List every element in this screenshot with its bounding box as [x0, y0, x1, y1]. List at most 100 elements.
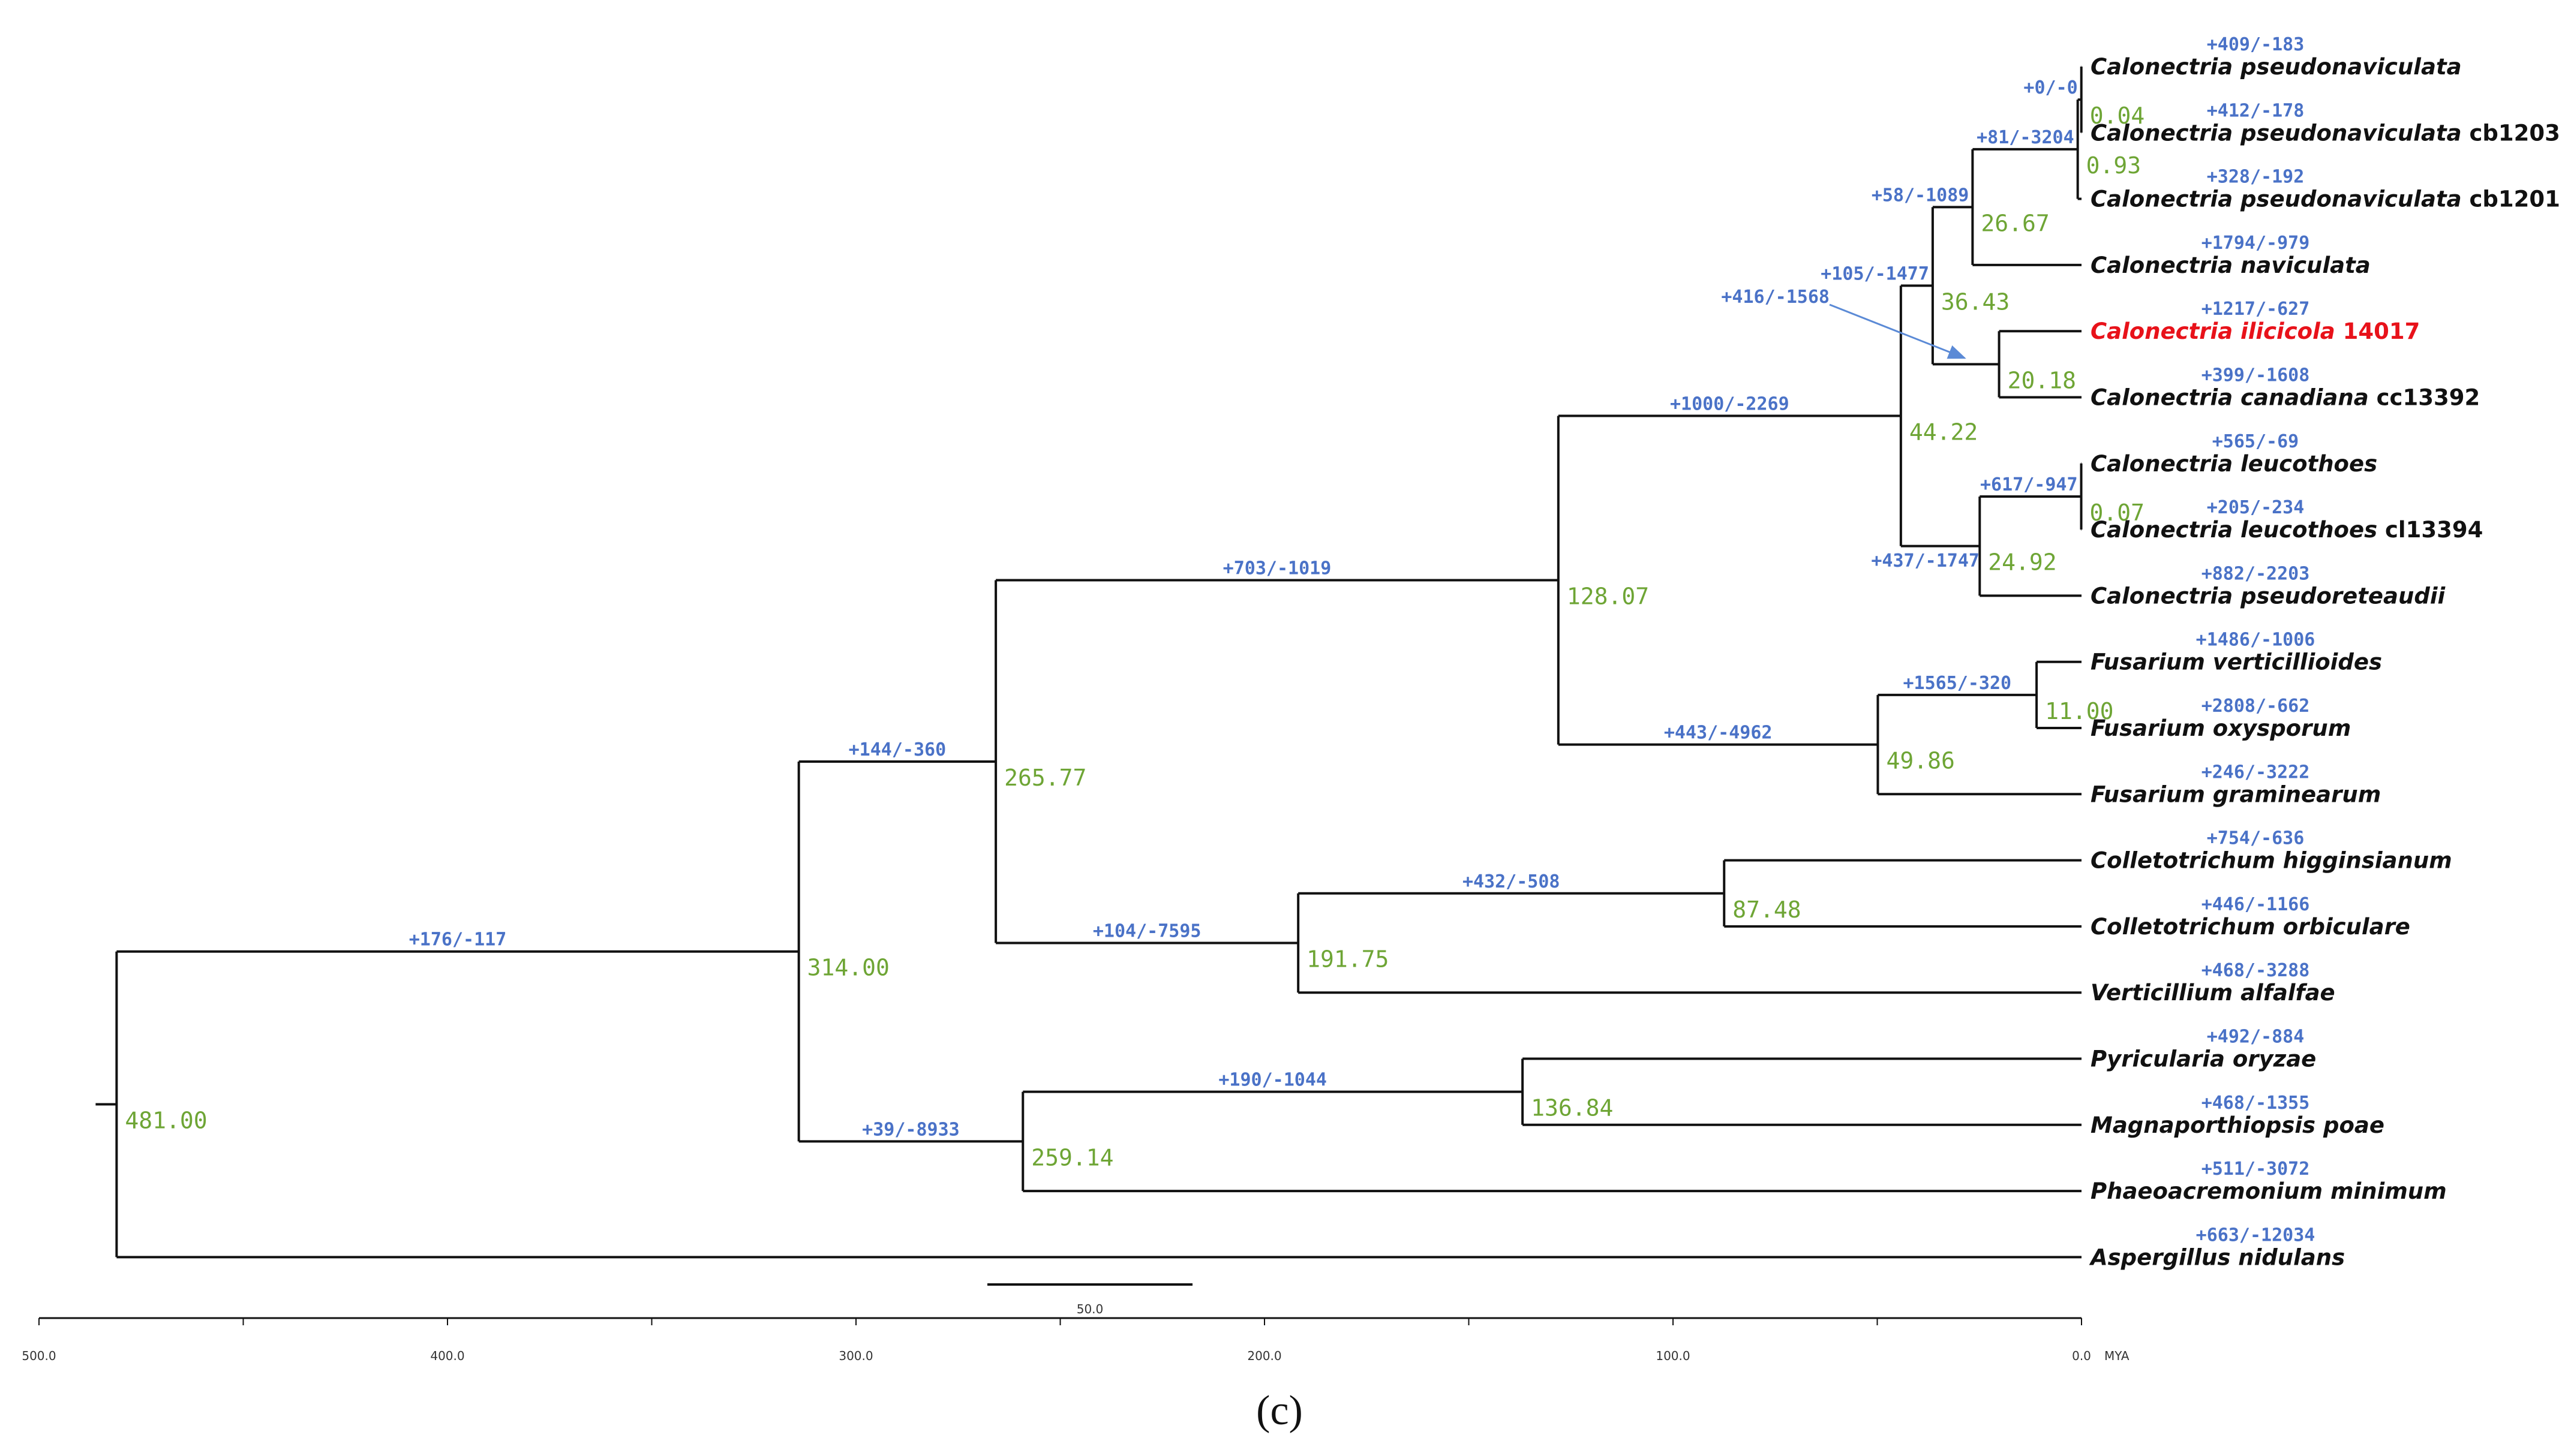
axis-tick-label: 500.0: [22, 1349, 56, 1363]
branch-counts-n87: +432/-508: [1462, 871, 1560, 892]
taxon-label: Fusarium oxysporum: [2091, 715, 2351, 741]
leaf-gene-count: +246/-3222: [2201, 762, 2310, 783]
node-age-n093: 0.93: [2086, 152, 2141, 179]
branch-counts-n265: +144/-360: [849, 739, 947, 760]
branch-counts-n259: +39/-8933: [862, 1119, 960, 1140]
leaf-gene-count: +565/-69: [2212, 431, 2299, 452]
branch-counts-n191: +104/-7595: [1093, 920, 1202, 941]
node-age-n24: 24.92: [1988, 549, 2056, 576]
leaf-gene-count: +328/-192: [2207, 167, 2305, 188]
leaf-gene-count: +1217/-627: [2201, 299, 2310, 320]
branch-counts-n49: +443/-4962: [1664, 723, 1773, 744]
leaf-gene-count: +492/-884: [2207, 1027, 2305, 1048]
taxon-labels: Calonectria pseudonaviculataCalonectria …: [2089, 54, 2559, 1270]
axis-tick-label: 300.0: [839, 1349, 873, 1363]
branch-counts-n314: +176/-117: [409, 929, 507, 950]
node-age-n49: 49.86: [1886, 748, 1954, 774]
leaf-gene-count: +399/-1608: [2201, 365, 2310, 386]
node-age-n87: 87.48: [1732, 897, 1801, 923]
axis-tick-label: 100.0: [1656, 1349, 1690, 1363]
taxon-label: Verticillium alfalfae: [2091, 980, 2335, 1006]
branch-counts-n007: +617/-947: [1980, 474, 2078, 495]
node-age-root: 481.00: [125, 1108, 207, 1134]
node-age-n007: 0.07: [2090, 500, 2145, 526]
ilicicola-callout-arrow: [1829, 303, 1966, 359]
axis-tick-label: 200.0: [1247, 1349, 1281, 1363]
branch-counts-n11: +1565/-320: [1903, 673, 2011, 694]
leaf-gene-count: +205/-234: [2207, 497, 2305, 518]
taxon-label: Calonectria canadiana cc13392: [2091, 385, 2480, 411]
node-age-n265: 265.77: [1004, 765, 1086, 791]
taxon-species: Calonectria ilicicola: [2091, 318, 2335, 344]
taxon-species: Magnaporthiopsis poae: [2091, 1112, 2384, 1138]
node-age-n11: 11.00: [2045, 698, 2113, 724]
taxon-species: Calonectria pseudonaviculata: [2091, 54, 2462, 80]
tree-branches: [95, 65, 2083, 1259]
taxon-label: Calonectria naviculata: [2091, 252, 2371, 278]
taxon-species: Pyricularia oryzae: [2091, 1046, 2316, 1072]
node-age-n36: 36.43: [1941, 288, 2010, 315]
taxon-label: Calonectria pseudonaviculata cb12034: [2091, 120, 2559, 146]
leaf-gene-count: +511/-3072: [2201, 1159, 2310, 1180]
leaf-gene-count: +754/-636: [2207, 828, 2305, 849]
leaf-gene-count: +412/-178: [2207, 100, 2305, 121]
branch-counts-n44: +1000/-2269: [1670, 394, 1789, 415]
taxon-label: Fusarium graminearum: [2091, 781, 2381, 807]
node-age-n004: 0.04: [2090, 103, 2145, 129]
taxon-species: Aspergillus nidulans: [2089, 1244, 2345, 1270]
taxon-label: Phaeoacremonium minimum: [2091, 1178, 2447, 1204]
taxon-species: Fusarium oxysporum: [2091, 715, 2351, 741]
leaf-gene-counts: +409/-183 +412/-178 +328/-192 +1794/-979 +12…: [2196, 34, 2315, 1246]
branch-counts-n36: +105/-1477: [1821, 263, 1929, 284]
taxon-species: Calonectria pseudoreteaudii: [2091, 583, 2446, 609]
taxon-label: Fusarium verticillioides: [2091, 649, 2382, 675]
taxon-species: Fusarium verticillioides: [2091, 649, 2382, 675]
taxon-species: Calonectria pseudonaviculata: [2091, 186, 2462, 212]
taxon-species: Calonectria leucothoes: [2091, 451, 2377, 477]
taxon-species: Calonectria pseudonaviculata: [2091, 120, 2462, 146]
leaf-gene-count: +2808/-662: [2201, 696, 2310, 717]
leaf-gene-count: +663/-12034: [2196, 1225, 2315, 1246]
taxon-species: Calonectria canadiana: [2091, 385, 2369, 411]
scale-bar: 50.0: [987, 1283, 1193, 1316]
taxon-strain: 14017: [2335, 318, 2420, 344]
time-axis: 500.0 400.0 300.0 200.0 100.0 0.0: [22, 1317, 2091, 1363]
taxon-strain: cb12034: [2462, 120, 2559, 146]
taxon-species: Calonectria naviculata: [2091, 252, 2371, 278]
taxon-label: Calonectria pseudonaviculata: [2091, 54, 2462, 80]
taxon-species: Calonectria leucothoes: [2091, 517, 2377, 543]
node-age-n136: 136.84: [1531, 1095, 1613, 1121]
taxon-label: Calonectria leucothoes cl13394: [2091, 517, 2483, 543]
taxon-label: Calonectria pseudonaviculata cb12013: [2091, 186, 2559, 212]
node-age-n128: 128.07: [1567, 583, 1649, 610]
node-age-n20: 20.18: [2008, 367, 2076, 393]
node-age-labels: 481.00 314.00 265.77 128.07 44.22 36.43 26.67 0…: [125, 103, 2144, 1171]
taxon-label: Pyricularia oryzae: [2091, 1046, 2316, 1072]
branch-counts-n004: +0/-0: [2023, 77, 2077, 98]
taxon-label: Colletotrichum higginsianum: [2091, 848, 2452, 874]
taxon-label: Aspergillus nidulans: [2089, 1244, 2345, 1270]
leaf-gene-count: +1794/-979: [2201, 233, 2310, 254]
scale-bar-label: 50.0: [1077, 1302, 1104, 1316]
taxon-label: Calonectria leucothoes: [2091, 451, 2377, 477]
branch-counts-n093: +81/-3204: [1977, 127, 2074, 148]
taxon-strain: cl13394: [2377, 517, 2483, 543]
taxon-label: Magnaporthiopsis poae: [2091, 1112, 2384, 1138]
taxon-strain: cb12013: [2462, 186, 2559, 212]
taxon-label: Colletotrichum orbiculare: [2091, 914, 2410, 940]
node-age-n191: 191.75: [1306, 946, 1389, 972]
taxon-label: Calonectria pseudoreteaudii: [2091, 583, 2446, 609]
taxon-species: Fusarium graminearum: [2091, 781, 2381, 807]
taxon-species: Phaeoacremonium minimum: [2091, 1178, 2447, 1204]
branch-counts-n24: +437/-1747: [1871, 550, 1980, 571]
axis-tick-label: 400.0: [430, 1349, 464, 1363]
node-age-n314: 314.00: [807, 955, 890, 981]
branch-counts-n136: +190/-1044: [1218, 1070, 1327, 1091]
leaf-gene-count: +409/-183: [2207, 34, 2305, 55]
branch-gene-counts: +176/-117 +144/-360 +703/-1019 +1000/-2269 +…: [409, 77, 2078, 1140]
axis-unit-label: MYA: [2104, 1349, 2130, 1363]
leaf-gene-count: +446/-1166: [2201, 894, 2310, 915]
axis-tick-label: 0.0: [2072, 1349, 2091, 1363]
leaf-gene-count: +468/-1355: [2201, 1093, 2310, 1114]
